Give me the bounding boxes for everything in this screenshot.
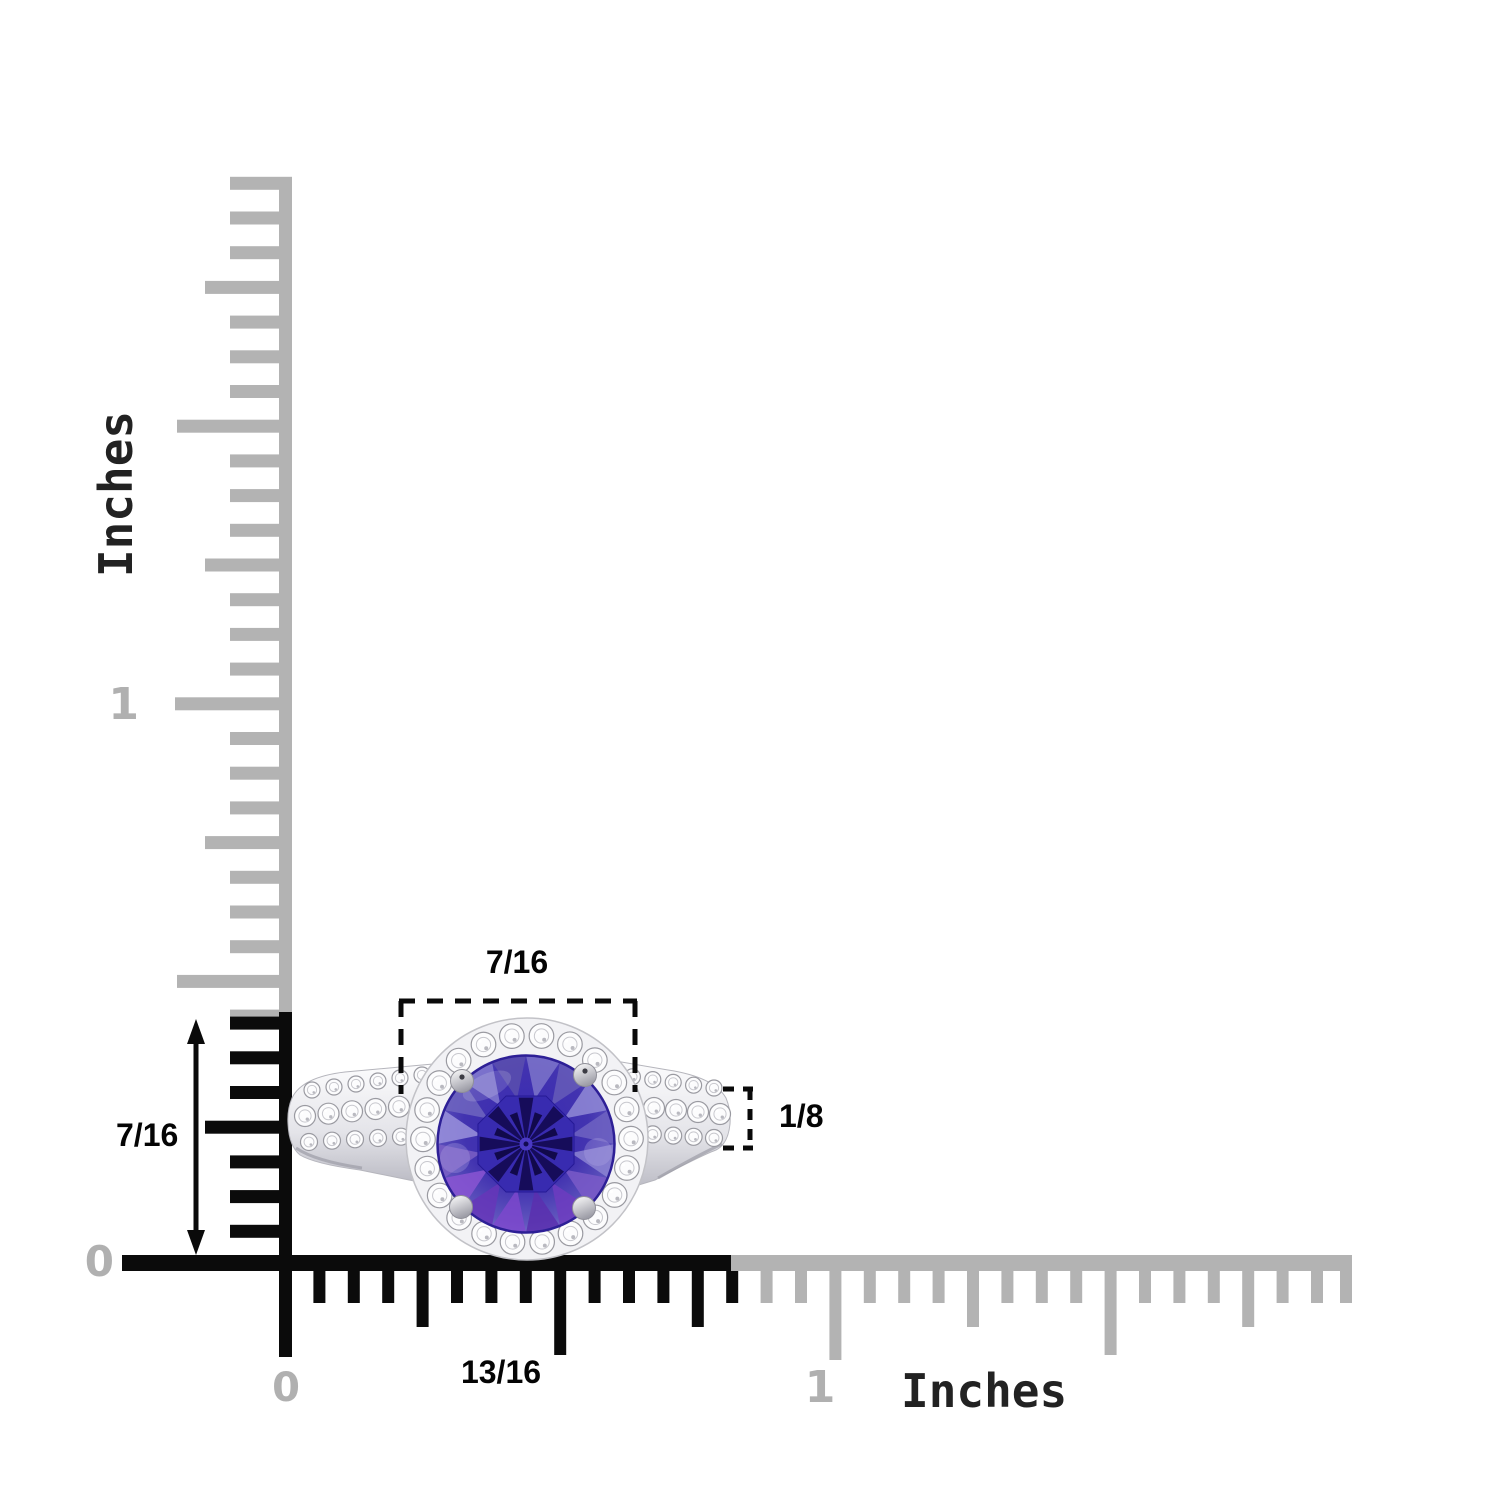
vertical-ruler-0-label: 0 bbox=[84, 1237, 114, 1286]
dimension-band-width: 1/8 bbox=[779, 1098, 824, 1134]
center-gemstone bbox=[436, 1054, 616, 1234]
prong-top-right bbox=[573, 1063, 597, 1087]
gemstone-sheen-left bbox=[440, 1143, 470, 1173]
dimension-ring-width: 13/16 bbox=[460, 1354, 542, 1390]
arrow-head-down bbox=[187, 1230, 205, 1255]
prong-bottom-right bbox=[572, 1196, 596, 1220]
ruler-ticks bbox=[122, 176, 1352, 1360]
dimension-ring-height: 7/16 bbox=[116, 1117, 179, 1153]
prong-top-left bbox=[450, 1069, 474, 1093]
height-arrow bbox=[187, 1019, 205, 1255]
halo-diamonds bbox=[410, 1023, 644, 1255]
dimension-halo-width: 7/16 bbox=[485, 944, 549, 980]
prong-bottom-left bbox=[449, 1195, 473, 1219]
gemstone-facets bbox=[437, 1055, 615, 1233]
horizontal-ruler-0-label: 0 bbox=[272, 1365, 300, 1411]
prong-notch-left bbox=[459, 1074, 465, 1080]
halo-width-bracket bbox=[398, 998, 638, 1094]
band-left-shade bbox=[295, 1146, 363, 1170]
arrow-head-up bbox=[187, 1019, 205, 1044]
vertical-ruler-1-label: 1 bbox=[108, 679, 139, 730]
gemstone-girdle bbox=[436, 1054, 616, 1234]
horizontal-ruler-unit-label: Inches bbox=[901, 1364, 1068, 1418]
prong-notch-right bbox=[582, 1068, 588, 1074]
prongs bbox=[449, 1063, 597, 1220]
gemstone-sheen-right bbox=[584, 1138, 612, 1166]
gemstone-highlight bbox=[462, 1070, 512, 1102]
horizontal-ruler-1-label: 1 bbox=[804, 1362, 836, 1413]
vertical-ruler-unit-label: Inches bbox=[89, 410, 143, 578]
band-width-bracket bbox=[723, 1086, 753, 1151]
